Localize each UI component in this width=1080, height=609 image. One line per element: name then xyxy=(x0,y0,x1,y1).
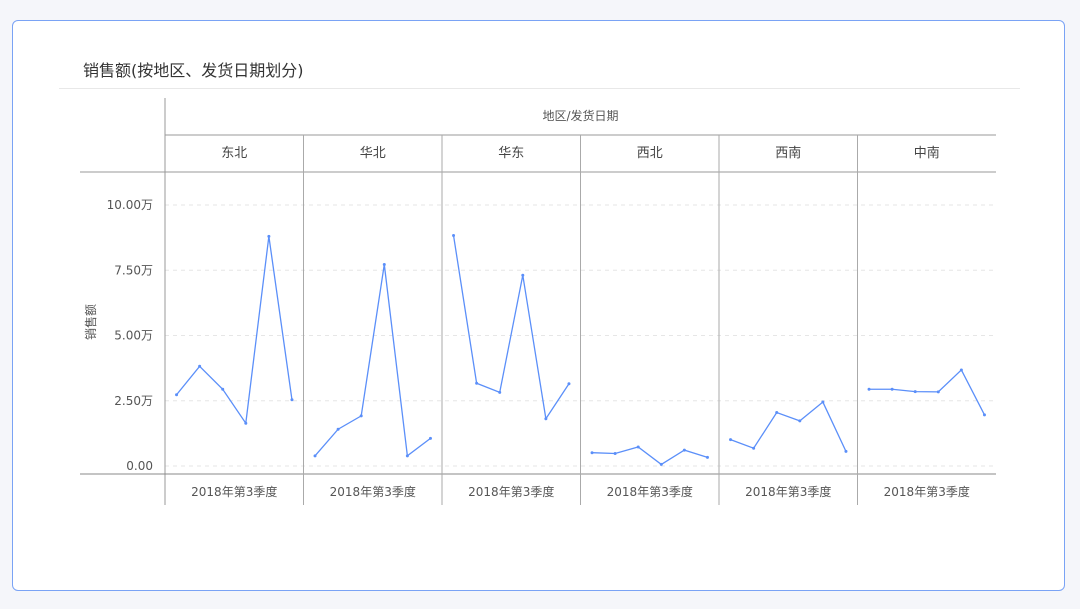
data-point xyxy=(982,413,986,417)
data-point xyxy=(890,387,894,391)
series-line-西北 xyxy=(592,446,708,466)
data-point xyxy=(959,368,963,372)
data-point xyxy=(359,414,363,418)
data-point xyxy=(544,417,548,421)
region-label: 东北 xyxy=(221,146,247,161)
data-point xyxy=(821,400,825,404)
category-label: 2018年第3季度 xyxy=(191,484,277,499)
chart-title: 销售额(按地区、发货日期划分) xyxy=(83,61,304,80)
y-axis-label: 销售额 xyxy=(83,304,98,340)
data-point xyxy=(382,263,386,267)
data-point xyxy=(498,390,502,394)
data-point xyxy=(752,446,756,450)
data-point xyxy=(428,436,432,440)
data-point xyxy=(175,393,179,397)
data-point xyxy=(475,381,479,385)
data-point xyxy=(913,390,917,394)
data-point xyxy=(798,419,802,423)
y-tick-label: 2.50万 xyxy=(114,394,153,408)
data-point xyxy=(244,421,248,425)
data-point xyxy=(936,390,940,394)
data-point xyxy=(452,234,456,238)
category-label: 2018年第3季度 xyxy=(607,484,693,499)
data-point xyxy=(775,410,779,414)
data-point xyxy=(567,382,571,386)
category-label: 2018年第3季度 xyxy=(745,484,831,499)
data-point xyxy=(521,273,525,277)
data-point xyxy=(198,364,202,368)
series-line-华东 xyxy=(452,235,570,421)
category-label: 2018年第3季度 xyxy=(884,484,970,499)
data-point xyxy=(613,451,617,455)
region-label: 华东 xyxy=(498,146,524,161)
column-header: 地区/发货日期 xyxy=(542,108,618,123)
data-point xyxy=(705,455,709,459)
series-line-华北 xyxy=(314,264,431,458)
y-tick-label: 5.00万 xyxy=(114,329,153,343)
y-tick-label: 0.00 xyxy=(126,459,153,473)
data-point xyxy=(682,448,686,452)
data-point xyxy=(336,427,340,431)
region-label: 西北 xyxy=(637,146,663,161)
series-line-中南 xyxy=(869,368,986,416)
y-tick-label: 7.50万 xyxy=(114,263,153,277)
data-point xyxy=(867,387,871,391)
region-label: 中南 xyxy=(914,145,940,161)
data-point xyxy=(844,449,848,453)
region-label: 西南 xyxy=(775,145,801,161)
y-tick-label: 10.00万 xyxy=(107,198,153,212)
region-label: 华北 xyxy=(360,146,386,161)
chart-card: 销售额(按地区、发货日期划分) xyxy=(12,20,1065,591)
data-point xyxy=(221,387,225,391)
data-point xyxy=(267,234,271,238)
data-point xyxy=(636,445,640,449)
data-point xyxy=(659,462,663,466)
category-label: 2018年第3季度 xyxy=(330,484,416,499)
data-point xyxy=(313,454,317,458)
data-point xyxy=(405,454,409,458)
series-line-东北 xyxy=(176,236,293,425)
title-divider xyxy=(59,88,1020,89)
data-point xyxy=(729,438,733,442)
data-point xyxy=(590,451,594,455)
data-point xyxy=(290,398,294,402)
series-line-西南 xyxy=(730,401,847,452)
category-label: 2018年第3季度 xyxy=(468,484,554,499)
